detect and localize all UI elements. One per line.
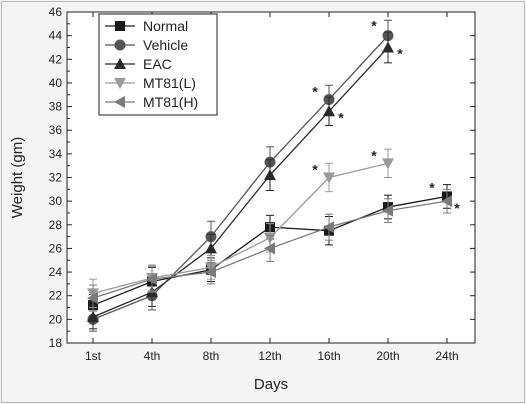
x-tick-label: 8th bbox=[203, 349, 220, 363]
data-point bbox=[323, 105, 335, 117]
y-tick-label: 44 bbox=[49, 29, 63, 43]
data-point bbox=[264, 169, 276, 181]
legend: Normal Vehicle EAC MT81(L) MT81(H) bbox=[98, 13, 218, 116]
data-point bbox=[205, 242, 217, 254]
x-axis-title: Days bbox=[254, 376, 288, 393]
axes: 18 20 22 24 26 28 30 32 34 36 38 40 42 44 46 1st 4th 8th 1… bbox=[49, 5, 475, 363]
legend-item: Vehicle bbox=[105, 37, 188, 53]
y-tick-label: 20 bbox=[49, 312, 63, 326]
legend-label: MT81(H) bbox=[143, 94, 198, 110]
data-point bbox=[146, 273, 157, 286]
legend-item: MT81(H) bbox=[105, 94, 198, 110]
y-tick-label: 24 bbox=[49, 265, 63, 279]
data-point bbox=[382, 204, 393, 217]
legend-item: EAC bbox=[105, 56, 172, 72]
annotation-layer: * * * * * * * * bbox=[312, 18, 460, 216]
series-line bbox=[92, 35, 389, 320]
legend-item: Normal bbox=[105, 18, 188, 34]
series-line bbox=[92, 162, 389, 294]
legend-label: Vehicle bbox=[143, 37, 188, 53]
legend-marker bbox=[114, 78, 126, 89]
x-tick-label: 16th bbox=[317, 349, 340, 363]
data-point bbox=[382, 41, 394, 53]
data-point bbox=[205, 266, 216, 279]
y-tick-label: 30 bbox=[49, 194, 63, 208]
series-line bbox=[92, 47, 389, 318]
data-point bbox=[441, 195, 452, 208]
data-point bbox=[323, 172, 335, 184]
legend-marker bbox=[114, 39, 126, 51]
y-tick-label: 38 bbox=[49, 100, 63, 114]
data-point bbox=[264, 242, 275, 255]
significance-star: * bbox=[371, 18, 377, 34]
x-tick-label: 24th bbox=[435, 349, 458, 363]
y-tick-label: 34 bbox=[49, 147, 63, 161]
x-tick-label: 12th bbox=[258, 349, 281, 363]
legend-marker bbox=[114, 58, 126, 69]
legend-label: Normal bbox=[143, 18, 188, 34]
y-tick-label: 32 bbox=[49, 171, 63, 185]
series-mt81-h- bbox=[87, 188, 452, 312]
x-tick-label: 1st bbox=[85, 349, 102, 363]
legend-item: MT81(L) bbox=[105, 75, 196, 91]
y-tick-label: 26 bbox=[49, 241, 63, 255]
y-tick-label: 40 bbox=[49, 76, 63, 90]
significance-star: * bbox=[397, 45, 403, 61]
significance-star: * bbox=[429, 179, 435, 195]
significance-star: * bbox=[312, 83, 318, 99]
legend-marker bbox=[114, 96, 125, 108]
data-point bbox=[382, 158, 394, 170]
data-point bbox=[87, 310, 99, 322]
y-tick-label: 18 bbox=[49, 336, 63, 350]
significance-star: * bbox=[338, 109, 344, 125]
x-tick-label: 4th bbox=[144, 349, 161, 363]
significance-star: * bbox=[454, 200, 460, 216]
data-point bbox=[87, 292, 98, 305]
y-tick-label: 28 bbox=[49, 218, 63, 232]
significance-star: * bbox=[371, 147, 377, 163]
y-tick-label: 42 bbox=[49, 52, 63, 66]
legend-label: EAC bbox=[143, 56, 172, 72]
y-tick-label: 46 bbox=[49, 5, 63, 19]
series-layer bbox=[87, 19, 452, 332]
y-axis-title: Weight (gm) bbox=[9, 137, 26, 218]
y-tick-label: 36 bbox=[49, 123, 63, 137]
x-tick-label: 20th bbox=[376, 349, 399, 363]
y-tick-label: 22 bbox=[49, 289, 63, 303]
legend-label: MT81(L) bbox=[143, 75, 196, 91]
data-point bbox=[323, 221, 334, 234]
legend-marker bbox=[115, 21, 125, 31]
significance-star: * bbox=[312, 162, 318, 178]
